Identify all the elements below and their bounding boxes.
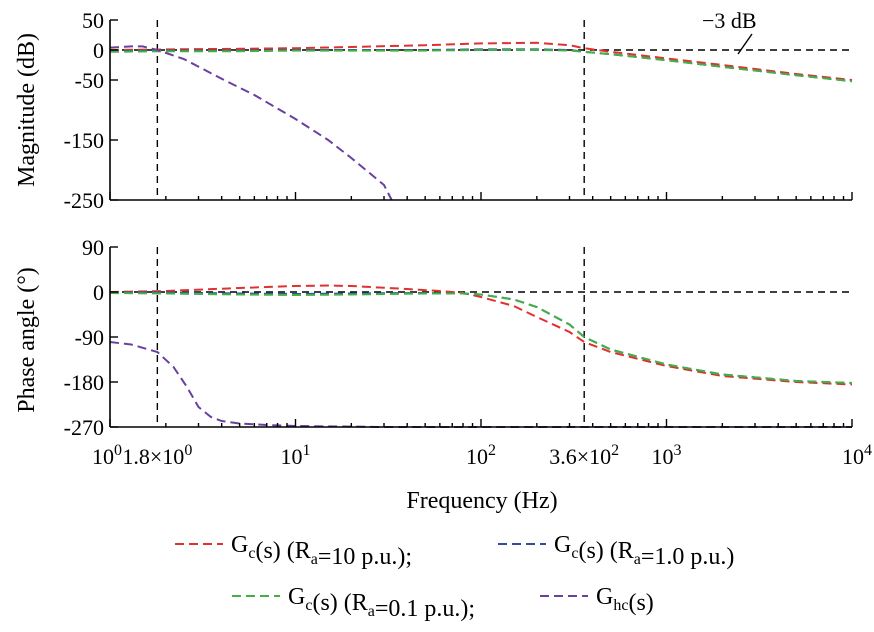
legend-label-hc: Ghc(s): [596, 584, 654, 616]
magnitude-y-tick-label: -150: [64, 128, 104, 153]
magnitude-reference-lines: [110, 20, 852, 200]
magnitude-y-tick-label: -50: [75, 68, 104, 93]
magnitude-y-tick-label: 0: [93, 38, 104, 63]
phase-curve-ra10: [109, 284, 853, 386]
legend-label-ra10: Gc(s) (Ra=10 p.u.);: [231, 532, 412, 570]
magnitude-y-tick-label: -250: [64, 188, 104, 213]
magnitude-axis-title: Magnitude (dB): [14, 33, 40, 187]
magnitude-curve-hc: [109, 45, 393, 201]
magnitude-curve-ra10: [109, 41, 853, 81]
minus-3db-annotation: −3 dB: [702, 8, 757, 33]
phase-curve-ra01: [109, 292, 853, 384]
legend-item-ra10: Gc(s) (Ra=10 p.u.);: [175, 532, 412, 570]
phase-reference-lines: [110, 247, 852, 427]
phase-panel: Phase angle (°) 90 0 -90 -180 -270: [14, 235, 853, 440]
phase-curve-ra1: [110, 291, 853, 384]
magnitude-curve-ra1: [109, 48, 853, 83]
phase-axes: 90 0 -90 -180 -270: [64, 235, 853, 440]
legend-item-hc: Ghc(s): [540, 584, 654, 616]
magnitude-axes: 50 0 -50 -150 -250: [64, 8, 853, 213]
x-tick-label: 1.8×100: [122, 442, 192, 469]
x-tick-label: 103: [652, 442, 682, 469]
phase-y-tick-label: -180: [64, 370, 104, 395]
legend-item-ra01: Gc(s) (Ra=0.1 p.u.);: [232, 584, 475, 622]
phase-curves: [109, 284, 853, 428]
phase-y-tick-label: 0: [93, 280, 104, 305]
x-tick-labels: 100 1.8×100 101 102 3.6×102 103 104: [92, 442, 872, 469]
x-tick-label: 3.6×102: [549, 442, 619, 469]
x-tick-label: 100: [92, 442, 122, 469]
legend-label-ra01: Gc(s) (Ra=0.1 p.u.);: [288, 584, 475, 622]
phase-curve-hc: [109, 341, 852, 428]
x-axis-title: Frequency (Hz): [406, 488, 557, 514]
magnitude-y-tick-label: 50: [82, 8, 104, 33]
legend: Gc(s) (Ra=10 p.u.); Gc(s) (Ra=1.0 p.u.) Gc…: [175, 532, 734, 622]
phase-y-tick-label: -90: [75, 325, 104, 350]
magnitude-curve-ra01: [109, 49, 853, 83]
legend-item-ra1: Gc(s) (Ra=1.0 p.u.): [498, 532, 734, 570]
x-tick-label: 104: [842, 442, 872, 469]
phase-axis-title: Phase angle (°): [14, 267, 40, 413]
legend-label-ra1: Gc(s) (Ra=1.0 p.u.): [554, 532, 734, 570]
phase-y-tick-label: 90: [82, 235, 104, 260]
phase-y-tick-label: -270: [64, 415, 104, 440]
minus-3db-pointer: [737, 33, 753, 55]
magnitude-curves: [109, 41, 853, 201]
magnitude-panel: Magnitude (dB) 50 0 -50 -150 -250 −3 dB: [14, 8, 853, 213]
x-tick-label: 102: [466, 442, 496, 469]
x-tick-label: 101: [281, 442, 311, 469]
